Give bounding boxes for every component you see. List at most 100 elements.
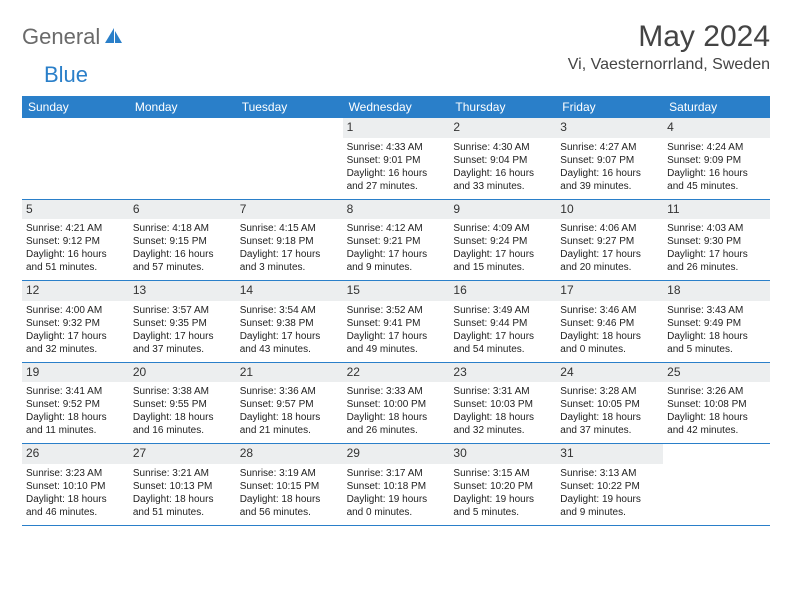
day-cell: 23Sunrise: 3:31 AMSunset: 10:03 PMDaylig… [449,363,556,444]
sunrise-line: Sunrise: 3:26 AM [667,385,766,398]
daylight-line-1: Daylight: 17 hours [560,248,659,261]
sunrise-line: Sunrise: 3:54 AM [240,304,339,317]
sunset-line: Sunset: 9:30 PM [667,235,766,248]
day-cell: 9 Sunrise: 4:09 AMSunset: 9:24 PMDaylight… [449,200,556,281]
empty-cell: . [129,118,236,199]
day-number: 8 [343,200,450,220]
sunset-line: Sunset: 9:44 PM [453,317,552,330]
sunset-line: Sunset: 9:35 PM [133,317,232,330]
day-cell: 30Sunrise: 3:15 AMSunset: 10:20 PMDaylig… [449,444,556,525]
day-number: 18 [663,281,770,301]
daylight-line-1: Daylight: 16 hours [560,167,659,180]
sunrise-line: Sunrise: 4:06 AM [560,222,659,235]
daylight-line-2: and 26 minutes. [667,261,766,274]
daylight-line-2: and 16 minutes. [133,424,232,437]
sunrise-line: Sunrise: 3:15 AM [453,467,552,480]
sunset-line: Sunset: 9:46 PM [560,317,659,330]
sunrise-line: Sunrise: 4:09 AM [453,222,552,235]
daylight-line-2: and 33 minutes. [453,180,552,193]
day-cell: 24Sunrise: 3:28 AMSunset: 10:05 PMDaylig… [556,363,663,444]
daylight-line-1: Daylight: 17 hours [453,248,552,261]
day-cell: 22Sunrise: 3:33 AMSunset: 10:00 PMDaylig… [343,363,450,444]
daylight-line-2: and 3 minutes. [240,261,339,274]
daylight-line-2: and 43 minutes. [240,343,339,356]
sunset-line: Sunset: 10:20 PM [453,480,552,493]
daylight-line-2: and 42 minutes. [667,424,766,437]
day-number: 25 [663,363,770,383]
daylight-line-2: and 5 minutes. [453,506,552,519]
sunset-line: Sunset: 10:13 PM [133,480,232,493]
sunrise-line: Sunrise: 4:03 AM [667,222,766,235]
sunset-line: Sunset: 9:27 PM [560,235,659,248]
sunset-line: Sunset: 9:49 PM [667,317,766,330]
daylight-line-2: and 21 minutes. [240,424,339,437]
day-number: 9 [449,200,556,220]
day-cell: 10 Sunrise: 4:06 AMSunset: 9:27 PMDayligh… [556,200,663,281]
sunrise-line: Sunrise: 3:49 AM [453,304,552,317]
day-number: 1 [343,118,450,138]
daylight-line-1: Daylight: 18 hours [560,330,659,343]
sunset-line: Sunset: 9:57 PM [240,398,339,411]
daylight-line-1: Daylight: 17 hours [240,248,339,261]
day-number: 19 [22,363,129,383]
daylight-line-2: and 9 minutes. [347,261,446,274]
day-number: 24 [556,363,663,383]
sunset-line: Sunset: 10:15 PM [240,480,339,493]
daylight-line-2: and 37 minutes. [560,424,659,437]
sunset-line: Sunset: 9:55 PM [133,398,232,411]
daylight-line-1: Daylight: 18 hours [667,330,766,343]
day-cell: 2Sunrise: 4:30 AMSunset: 9:04 PMDaylight… [449,118,556,199]
daylight-line-1: Daylight: 19 hours [347,493,446,506]
daylight-line-1: Daylight: 16 hours [133,248,232,261]
sunset-line: Sunset: 9:21 PM [347,235,446,248]
daylight-line-1: Daylight: 18 hours [26,493,125,506]
daylight-line-2: and 56 minutes. [240,506,339,519]
day-cell: 17Sunrise: 3:46 AMSunset: 9:46 PMDayligh… [556,281,663,362]
daylight-line-2: and 49 minutes. [347,343,446,356]
day-number: 20 [129,363,236,383]
week-row: 12Sunrise: 4:00 AMSunset: 9:32 PMDayligh… [22,281,770,363]
sunrise-line: Sunrise: 4:00 AM [26,304,125,317]
day-number: 5 [22,200,129,220]
day-number: 28 [236,444,343,464]
sunset-line: Sunset: 9:01 PM [347,154,446,167]
daylight-line-2: and 39 minutes. [560,180,659,193]
sunset-line: Sunset: 9:04 PM [453,154,552,167]
sunset-line: Sunset: 9:18 PM [240,235,339,248]
weekday-header-row: SundayMondayTuesdayWednesdayThursdayFrid… [22,96,770,118]
day-number: 14 [236,281,343,301]
daylight-line-2: and 54 minutes. [453,343,552,356]
daylight-line-1: Daylight: 17 hours [347,248,446,261]
day-number: 3 [556,118,663,138]
daylight-line-1: Daylight: 16 hours [667,167,766,180]
day-cell: 7Sunrise: 4:15 AMSunset: 9:18 PMDaylight… [236,200,343,281]
sunrise-line: Sunrise: 3:41 AM [26,385,125,398]
sunrise-line: Sunrise: 3:33 AM [347,385,446,398]
sunset-line: Sunset: 9:32 PM [26,317,125,330]
month-title: May 2024 [568,20,770,54]
weekday-header: Sunday [22,96,129,118]
day-cell: 12Sunrise: 4:00 AMSunset: 9:32 PMDayligh… [22,281,129,362]
sunset-line: Sunset: 9:38 PM [240,317,339,330]
sunrise-line: Sunrise: 4:33 AM [347,141,446,154]
daylight-line-1: Daylight: 18 hours [560,411,659,424]
sunset-line: Sunset: 10:10 PM [26,480,125,493]
daylight-line-2: and 32 minutes. [453,424,552,437]
day-number: 10 [556,200,663,220]
day-number: 21 [236,363,343,383]
day-cell: 6Sunrise: 4:18 AMSunset: 9:15 PMDaylight… [129,200,236,281]
day-cell: 8Sunrise: 4:12 AMSunset: 9:21 PMDaylight… [343,200,450,281]
sunrise-line: Sunrise: 3:46 AM [560,304,659,317]
day-cell: 15Sunrise: 3:52 AMSunset: 9:41 PMDayligh… [343,281,450,362]
week-row: 5Sunrise: 4:21 AMSunset: 9:12 PMDaylight… [22,200,770,282]
daylight-line-2: and 9 minutes. [560,506,659,519]
sunset-line: Sunset: 9:24 PM [453,235,552,248]
daylight-line-2: and 0 minutes. [560,343,659,356]
daylight-line-1: Daylight: 19 hours [560,493,659,506]
empty-cell: . [663,444,770,525]
sunrise-line: Sunrise: 4:27 AM [560,141,659,154]
weekday-header: Monday [129,96,236,118]
day-number: 15 [343,281,450,301]
day-number: 27 [129,444,236,464]
day-number: 7 [236,200,343,220]
